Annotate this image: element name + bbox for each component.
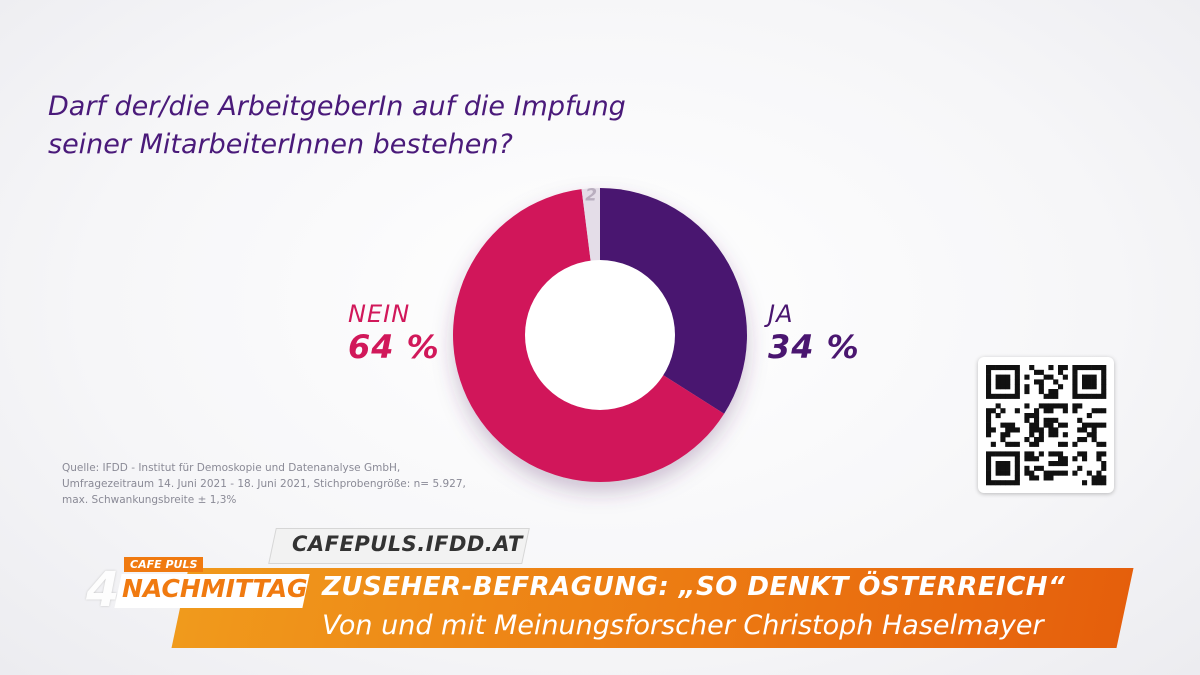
qr-code-icon[interactable] (978, 357, 1114, 493)
survey-url[interactable]: CAFEPULS.IFDD.AT (292, 532, 523, 556)
slice-label-other: 2 (585, 185, 597, 205)
slice-label-ja: JA 34 % (768, 300, 860, 366)
nein-name: NEIN (348, 300, 411, 328)
slice-label-nein: NEIN 64 % (348, 300, 440, 366)
channel-logo-icon: 4 (86, 562, 120, 618)
source-note: Quelle: IFDD - Institut für Demoskopie u… (62, 460, 466, 508)
nein-percent: 64 % (348, 328, 440, 366)
ja-name: JA (768, 300, 794, 328)
show-name: NACHMITTAG (122, 574, 308, 603)
question-line-1: Darf der/die ArbeitgeberIn auf die Impfu… (48, 91, 626, 122)
donut-hole (525, 260, 675, 410)
qr-code-graphic (986, 365, 1107, 486)
source-line-1: Quelle: IFDD - Institut für Demoskopie u… (62, 462, 401, 474)
source-line-3: max. Schwankungsbreite ± 1,3% (62, 494, 237, 506)
question-line-2: seiner MitarbeiterInnen bestehen? (48, 129, 513, 160)
banner-subline: Von und mit Meinungsforscher Christoph H… (322, 610, 1044, 641)
show-brand: CAFE PULS (124, 557, 204, 572)
source-line-2: Umfragezeitraum 14. Juni 2021 - 18. Juni… (62, 478, 466, 490)
ja-percent: 34 % (768, 328, 860, 366)
banner-headline: ZUSEHER-BEFRAGUNG: „SO DENKT ÖSTERREICH“ (322, 572, 1066, 602)
chart-question: Darf der/die ArbeitgeberIn auf die Impfu… (48, 88, 748, 164)
